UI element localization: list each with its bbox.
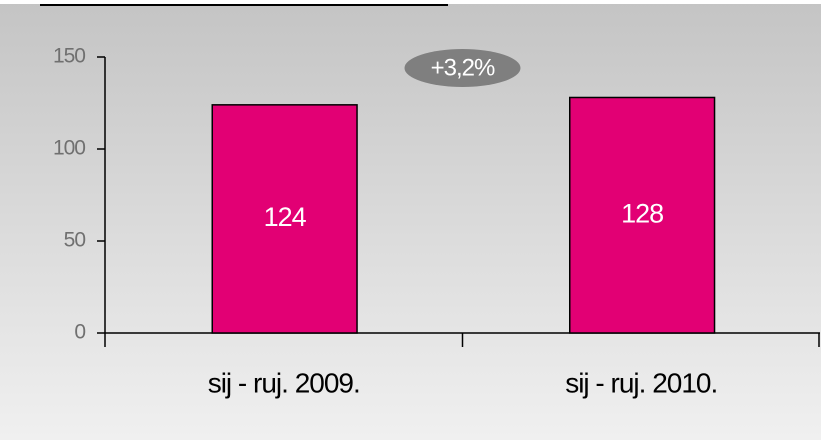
y-tick-label: 150 [53,45,85,68]
bar [211,104,358,334]
bar [569,96,716,334]
top-strip [0,0,821,4]
y-tick-label: 100 [53,137,85,160]
y-tick-label: 50 [64,229,86,252]
value-label: 124 [264,202,307,232]
annotation: +3,2% [431,54,495,81]
value-label: 128 [621,198,663,228]
annotation-badge [404,49,521,87]
y-tick-label: 0 [74,321,85,344]
x-tick-label: sij - ruj. 2009. [208,367,360,398]
x-tick-label: sij - ruj. 2010. [565,367,717,398]
